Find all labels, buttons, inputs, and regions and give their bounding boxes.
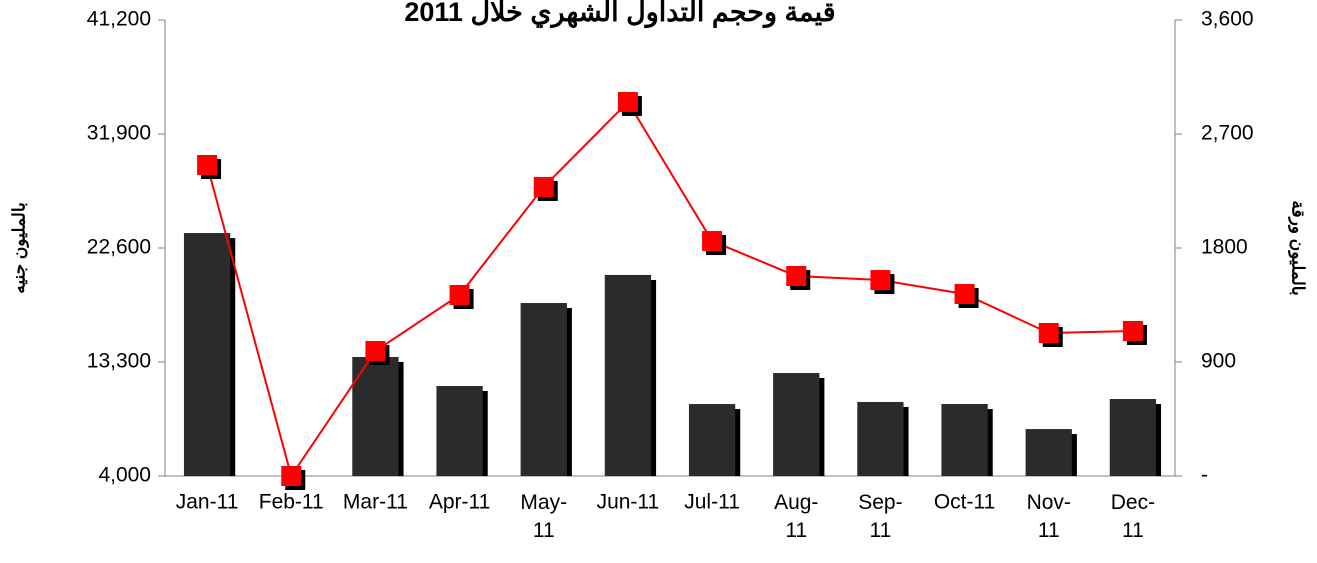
y2-tick-label: 3,600 (1201, 8, 1254, 31)
y-tick-label: 31,900 (87, 122, 151, 145)
marker (281, 466, 302, 486)
bar (773, 373, 820, 476)
marker (954, 283, 975, 304)
bar (1109, 399, 1157, 476)
marker (702, 231, 723, 252)
y2-tick-label: 1800 (1201, 236, 1248, 259)
chart-title: قيمة وحجم التداول الشهري خلال 2011 (404, 0, 835, 29)
x-tick-label: Jan-11 (176, 491, 239, 514)
marker (1122, 320, 1143, 341)
bar (436, 386, 483, 476)
x-tick-label: Aug-11 (774, 491, 818, 542)
marker (786, 265, 807, 286)
y2-axis-label: بالمليون ورقة (1288, 200, 1308, 295)
bar (688, 404, 736, 476)
y2-tick-label: - (1201, 464, 1208, 487)
marker (1038, 322, 1059, 343)
x-tick-label: Feb-11 (259, 491, 324, 514)
bar (604, 274, 652, 476)
marker (617, 91, 638, 112)
bar (520, 303, 567, 476)
bar (857, 401, 904, 476)
x-tick-label: Dec-11 (1111, 491, 1155, 542)
bar (352, 356, 399, 476)
bar (1025, 429, 1072, 476)
y-tick-label: 22,600 (87, 236, 151, 259)
x-tick-label: Apr-11 (429, 491, 490, 514)
bar (941, 404, 988, 476)
marker (449, 284, 470, 305)
marker (533, 176, 554, 197)
x-tick-label: Nov-11 (1027, 491, 1071, 542)
x-tick-label: Mar-11 (343, 491, 408, 514)
marker (365, 340, 386, 361)
y-axis-label: بالمليون جنيه (9, 202, 29, 294)
x-tick-label: Oct-11 (934, 491, 995, 514)
x-tick-label: Jun-11 (597, 491, 660, 514)
x-tick-label: Jul-11 (684, 491, 740, 514)
line (206, 100, 1133, 479)
y-tick-label: 13,300 (87, 350, 151, 373)
y2-tick-label: 900 (1201, 350, 1236, 373)
marker (870, 270, 891, 291)
y-tick-label: 41,200 (87, 8, 151, 31)
y-tick-label: 4,000 (98, 464, 151, 487)
y2-tick-label: 2,700 (1201, 122, 1254, 145)
bar (183, 233, 231, 476)
x-tick-label: Sep-11 (858, 491, 902, 542)
marker (197, 155, 218, 176)
x-tick-label: May-11 (520, 491, 567, 542)
